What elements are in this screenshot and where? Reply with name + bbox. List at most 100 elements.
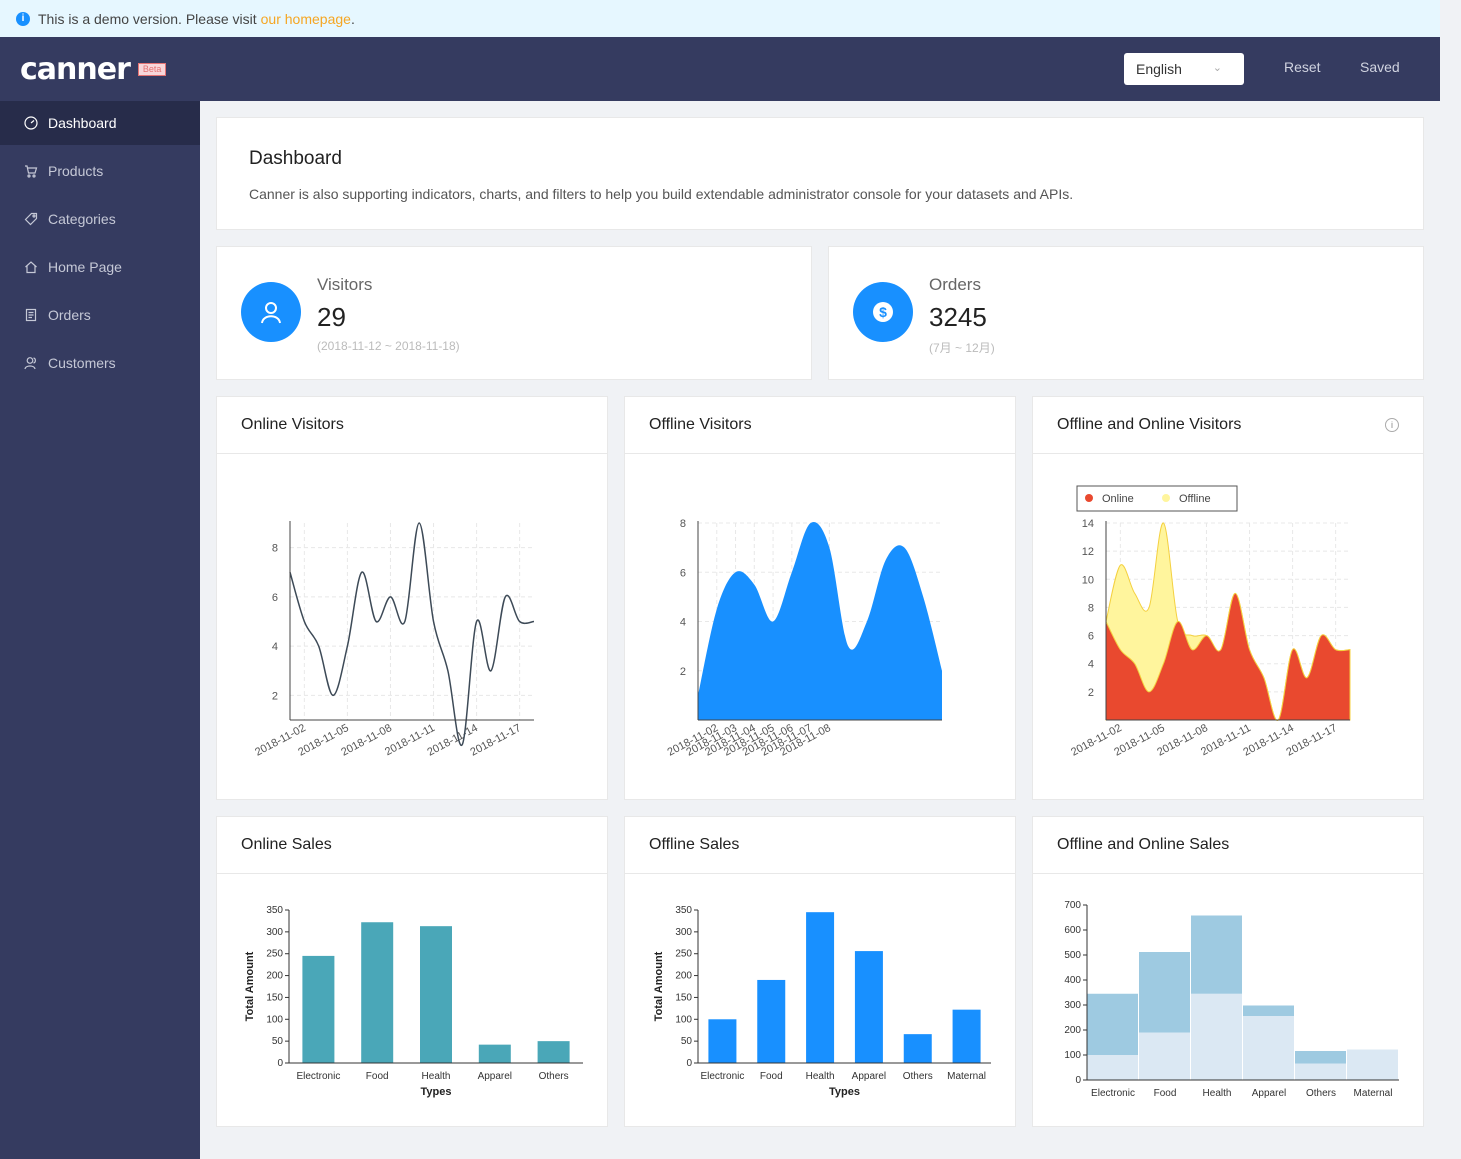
y-tick-label: 250 — [675, 949, 692, 960]
sidebar-item-label: Home Page — [48, 259, 122, 275]
notice-text: This is a demo version. Please visit — [38, 10, 257, 27]
y-tick-label: 8 — [1088, 602, 1094, 614]
online-visitors-chart: 24682018-11-022018-11-052018-11-082018-1… — [253, 521, 535, 759]
y-tick-label: 200 — [266, 971, 283, 982]
receipt-icon — [25, 308, 37, 322]
x-tick-label: Food — [366, 1071, 389, 1082]
y-tick-label: 0 — [277, 1058, 283, 1069]
online-sales-chart: 0 50 100 150 200 250 300 350 Electronic Food Healt… — [244, 905, 583, 1098]
sidebar-item-customers[interactable]: Customers — [0, 341, 200, 385]
cart-icon — [25, 165, 38, 178]
page-title: Dashboard — [249, 148, 342, 169]
y-tick-label: 4 — [680, 617, 686, 629]
saved-button[interactable]: Saved — [1360, 59, 1400, 75]
tag-icon — [24, 212, 38, 226]
sidebar-item-label: Customers — [48, 355, 116, 371]
y-tick-label: 50 — [272, 1036, 284, 1047]
x-axis-title: Types — [829, 1086, 860, 1098]
bar-electronic — [708, 1019, 737, 1063]
x-tick-label: Others — [1306, 1088, 1336, 1099]
offline-visitors-card: Offline Visitors 2 4 6 8 2018-11-02 2018-11-0… — [624, 396, 1016, 800]
offline-online-visitors-chart: 24681012142018-11-022018-11-052018-11-08… — [1069, 485, 1351, 759]
user-icon — [241, 282, 301, 342]
offline-visitors-chart: 24682018-11-022018-11-032018-11-042018-1… — [666, 518, 942, 759]
visitors-value: 29 — [317, 302, 346, 332]
chevron-down-icon: ⌄ — [1212, 62, 1222, 74]
y-axis-title: Total Amount — [653, 951, 665, 1021]
chart-title: Offline and Online Sales — [1033, 817, 1423, 874]
sidebar-item-categories[interactable]: Categories — [0, 197, 200, 241]
legend-marker-offline — [1162, 494, 1170, 502]
x-tick-label: Apparel — [478, 1071, 512, 1082]
sidebar-item-products[interactable]: Products — [0, 149, 200, 193]
legend-label-offline: Offline — [1179, 493, 1211, 505]
y-tick-label: 350 — [675, 905, 692, 916]
visitors-stat-card: Visitors 29 (2018-11-12 ~ 2018-11-18) — [216, 246, 812, 380]
dollar-icon: $ — [853, 282, 913, 342]
y-tick-label: 100 — [266, 1014, 283, 1025]
bar-maternal — [952, 1009, 981, 1063]
bar-offline-electronic — [1087, 1055, 1138, 1080]
x-tick-label: Food — [760, 1071, 783, 1082]
logo-text: canner — [20, 51, 131, 87]
y-tick-label: 150 — [266, 992, 283, 1003]
x-tick-label: Others — [539, 1071, 569, 1082]
y-tick-label: 100 — [1064, 1050, 1081, 1061]
y-tick-label: 8 — [272, 543, 278, 555]
homepage-link[interactable]: our homepage — [260, 10, 351, 27]
sidebar-item-label: Dashboard — [48, 115, 117, 131]
bar-online-health — [1191, 915, 1242, 994]
orders-label: Orders — [929, 275, 981, 294]
bar-apparel — [854, 951, 883, 1063]
y-tick-label: 10 — [1082, 574, 1094, 586]
y-tick-label: 2 — [1088, 687, 1094, 699]
beta-badge: Beta — [137, 62, 167, 76]
y-tick-label: 700 — [1064, 900, 1081, 911]
y-tick-label: 12 — [1082, 546, 1094, 558]
y-tick-label: 300 — [1064, 1000, 1081, 1011]
y-tick-label: 250 — [266, 949, 283, 960]
dashboard-intro-card: Dashboard Canner is also supporting indi… — [216, 117, 1424, 230]
bar-food — [361, 922, 394, 1063]
logo[interactable]: canner Beta — [20, 51, 167, 87]
reset-button[interactable]: Reset — [1284, 59, 1321, 75]
y-tick-label: 50 — [681, 1036, 693, 1047]
y-tick-label: 0 — [686, 1058, 692, 1069]
info-icon: i — [16, 11, 30, 26]
offline-online-sales-card: Offline and Online Sales 0 100 200 300 400 50… — [1032, 816, 1424, 1127]
language-select[interactable]: English ⌄ — [1124, 53, 1244, 85]
area-series-online — [1105, 592, 1351, 721]
sidebar-item-label: Categories — [48, 211, 116, 227]
bar-offline-food — [1139, 1032, 1190, 1080]
y-tick-label: 600 — [1064, 925, 1081, 936]
x-tick-label: Health — [1203, 1088, 1232, 1099]
bar-others — [903, 1034, 932, 1063]
x-tick-label: Maternal — [1354, 1088, 1393, 1099]
y-tick-label: 350 — [266, 905, 283, 916]
y-tick-label: 300 — [266, 927, 283, 938]
bar-apparel — [478, 1044, 511, 1063]
x-tick-label: Apparel — [1252, 1088, 1286, 1099]
dashboard-icon — [24, 116, 38, 130]
bar-offline-others — [1295, 1063, 1346, 1080]
x-tick-label: Health — [422, 1071, 451, 1082]
orders-stat-card: $ Orders 3245 (7月 ~ 12月) — [828, 246, 1424, 380]
sidebar-item-dashboard[interactable]: Dashboard — [0, 101, 200, 145]
sidebar-item-label: Orders — [48, 307, 91, 323]
y-tick-label: 0 — [1075, 1075, 1081, 1086]
bar-others — [537, 1041, 570, 1063]
sidebar-item-home-page[interactable]: Home Page — [0, 245, 200, 289]
sidebar: Dashboard Products Categories Home Page … — [0, 101, 200, 1159]
y-tick-label: 6 — [1088, 631, 1094, 643]
x-axis-title: Types — [421, 1086, 452, 1098]
chart-title: Offline Sales — [625, 817, 1015, 874]
chart-title: Offline and Online Visitors i — [1033, 397, 1423, 454]
top-header: canner Beta English ⌄ Reset Saved — [0, 37, 1440, 101]
y-tick-label: 500 — [1064, 950, 1081, 961]
info-icon[interactable]: i — [1385, 418, 1399, 432]
x-tick-label: Health — [806, 1071, 835, 1082]
legend-marker-online — [1085, 494, 1093, 502]
language-value: English — [1136, 61, 1182, 77]
sidebar-item-orders[interactable]: Orders — [0, 293, 200, 337]
chart-title: Online Sales — [217, 817, 607, 874]
